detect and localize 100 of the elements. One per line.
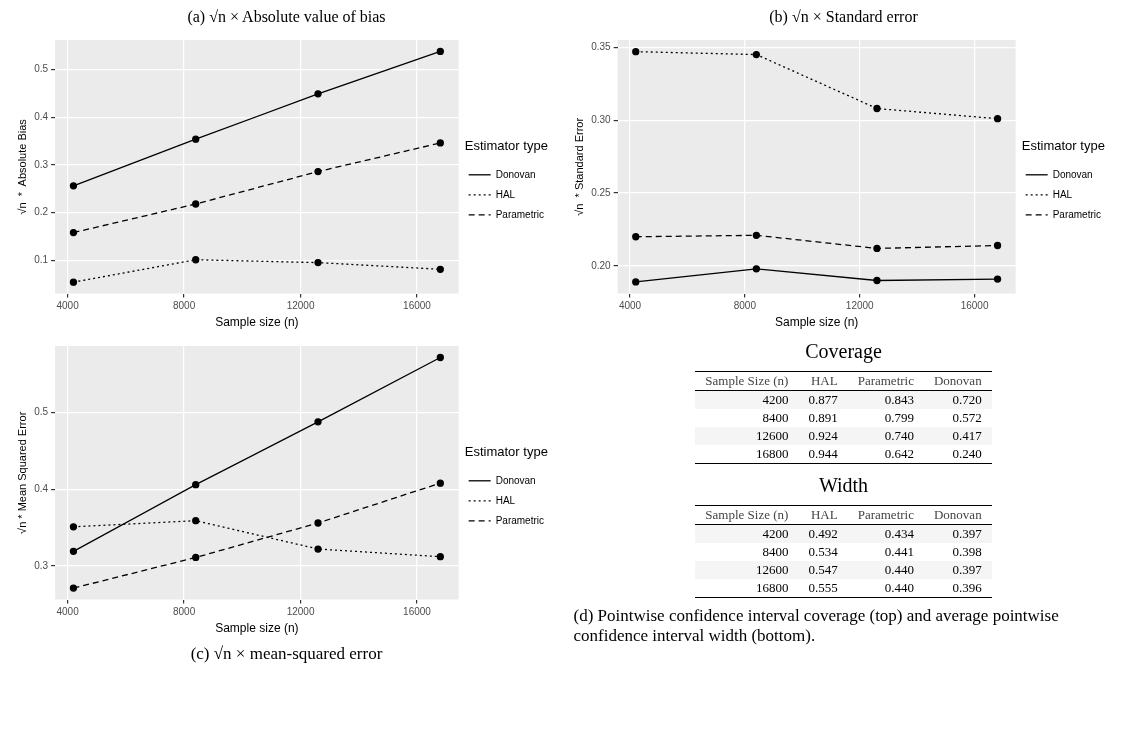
data-label: 0.441 (883, 543, 915, 561)
x-tick-label: 8000 (172, 606, 196, 618)
chart-title: (b) √n × Standard error (769, 8, 918, 26)
legend-title: Estimator type (464, 138, 548, 154)
point (192, 135, 200, 143)
data-label: 0.440 (883, 561, 915, 579)
point (69, 228, 78, 237)
legend-title: Estimator type (464, 444, 548, 460)
data-label: 0.799 (883, 409, 915, 427)
point (632, 48, 640, 56)
x-tick-label: 16000 (403, 606, 432, 618)
y-tick-label: 0.4 (34, 110, 49, 122)
point (69, 523, 78, 531)
data-label: 0.492 (807, 525, 839, 543)
point (192, 553, 200, 562)
y-tick-label: 0.4 (34, 483, 49, 495)
y-tick-label: 16800 (754, 579, 790, 597)
data-label: 0.720 (951, 391, 983, 409)
x-tick-label: Donovan (932, 506, 983, 524)
point (69, 584, 78, 592)
point (192, 517, 200, 525)
legend-label: HAL (495, 494, 516, 506)
legend-label: HAL (1052, 188, 1073, 200)
chart-title: Coverage (805, 340, 882, 363)
chart-title: (a) √n × Absolute value of bias (187, 8, 386, 26)
point (873, 104, 881, 113)
data-label: 0.547 (807, 561, 839, 579)
legend-label: Donovan (495, 168, 536, 180)
point (436, 265, 444, 273)
x-tick-label: 16000 (960, 300, 989, 312)
y-tick-label: 4200 (761, 525, 790, 543)
y-tick-label: 12600 (754, 427, 790, 445)
point (436, 353, 444, 362)
y-tick-label: 0.3 (34, 559, 49, 571)
data-label: 0.434 (883, 525, 915, 543)
y-tick-label: 0.5 (34, 406, 49, 418)
point (314, 258, 322, 267)
point (436, 47, 444, 56)
x-axis-title: Sample size (n) (215, 315, 299, 330)
x-tick-label: Parametric (856, 372, 915, 390)
point (314, 90, 322, 98)
y-axis-title: √n * Mean Squared Error (15, 411, 28, 534)
point (993, 241, 1002, 250)
data-label: 0.924 (807, 427, 839, 445)
data-label: 0.891 (807, 409, 839, 427)
point (192, 200, 200, 208)
legend-label: Parametric (1052, 208, 1102, 220)
data-label: 0.397 (951, 561, 983, 579)
data-label: 0.417 (951, 427, 983, 445)
point (314, 167, 322, 176)
x-tick-label: 8000 (172, 300, 196, 312)
x-axis-title: Sample size (n) (774, 315, 859, 330)
y-tick-label: 16800 (754, 445, 790, 463)
point (436, 553, 444, 561)
point (192, 481, 200, 489)
point (436, 139, 444, 147)
point (632, 233, 640, 241)
point (436, 479, 444, 487)
legend-label: Donovan (1052, 168, 1093, 180)
point (752, 50, 761, 59)
data-label: 0.397 (951, 525, 983, 543)
data-label: 0.555 (807, 579, 839, 597)
data-label: 0.572 (951, 409, 983, 427)
point (993, 115, 1002, 123)
text: (d) Pointwise confidence interval coverage (top) and average pointwise confidence interval width (bottom). (573, 606, 1060, 646)
data-label: 0.534 (807, 543, 839, 561)
y-axis-title: Sample Size (n) (704, 506, 790, 524)
x-tick-label: 4000 (618, 300, 642, 312)
y-axis-title: Sample Size (n) (704, 372, 790, 390)
x-axis-title: Sample size (n) (215, 621, 299, 636)
y-tick-label: 0.2 (34, 206, 49, 218)
data-label: 0.944 (807, 445, 839, 463)
point (69, 547, 78, 555)
y-tick-label: 0.30 (591, 113, 612, 125)
y-tick-label: 0.20 (591, 259, 612, 271)
y-tick-label: 0.25 (591, 186, 612, 198)
y-axis-title: √n * Standard Error (572, 117, 585, 216)
legend-label: HAL (495, 188, 516, 200)
data-label: 0.240 (951, 445, 983, 463)
point (632, 278, 640, 286)
x-tick-label: 4000 (56, 606, 80, 618)
point (752, 231, 761, 239)
y-tick-label: 0.5 (34, 63, 49, 75)
x-tick-label: 12000 (286, 606, 315, 618)
data-label: 0.877 (807, 391, 839, 409)
x-tick-label: Parametric (856, 506, 915, 524)
point (314, 418, 322, 426)
x-tick-label: HAL (809, 372, 839, 390)
x-tick-label: Donovan (932, 372, 983, 390)
x-tick-label: 8000 (733, 300, 757, 312)
point (873, 244, 881, 253)
data-label: 0.440 (883, 579, 915, 597)
data-label: 0.642 (883, 445, 915, 463)
y-tick-label: 8400 (761, 543, 790, 561)
legend-label: Parametric (495, 208, 545, 220)
y-tick-label: 0.3 (34, 158, 49, 170)
point (69, 278, 78, 286)
legend-title: Estimator type (1021, 138, 1105, 154)
y-tick-label: 12600 (754, 561, 790, 579)
y-tick-label: 4200 (761, 391, 790, 409)
